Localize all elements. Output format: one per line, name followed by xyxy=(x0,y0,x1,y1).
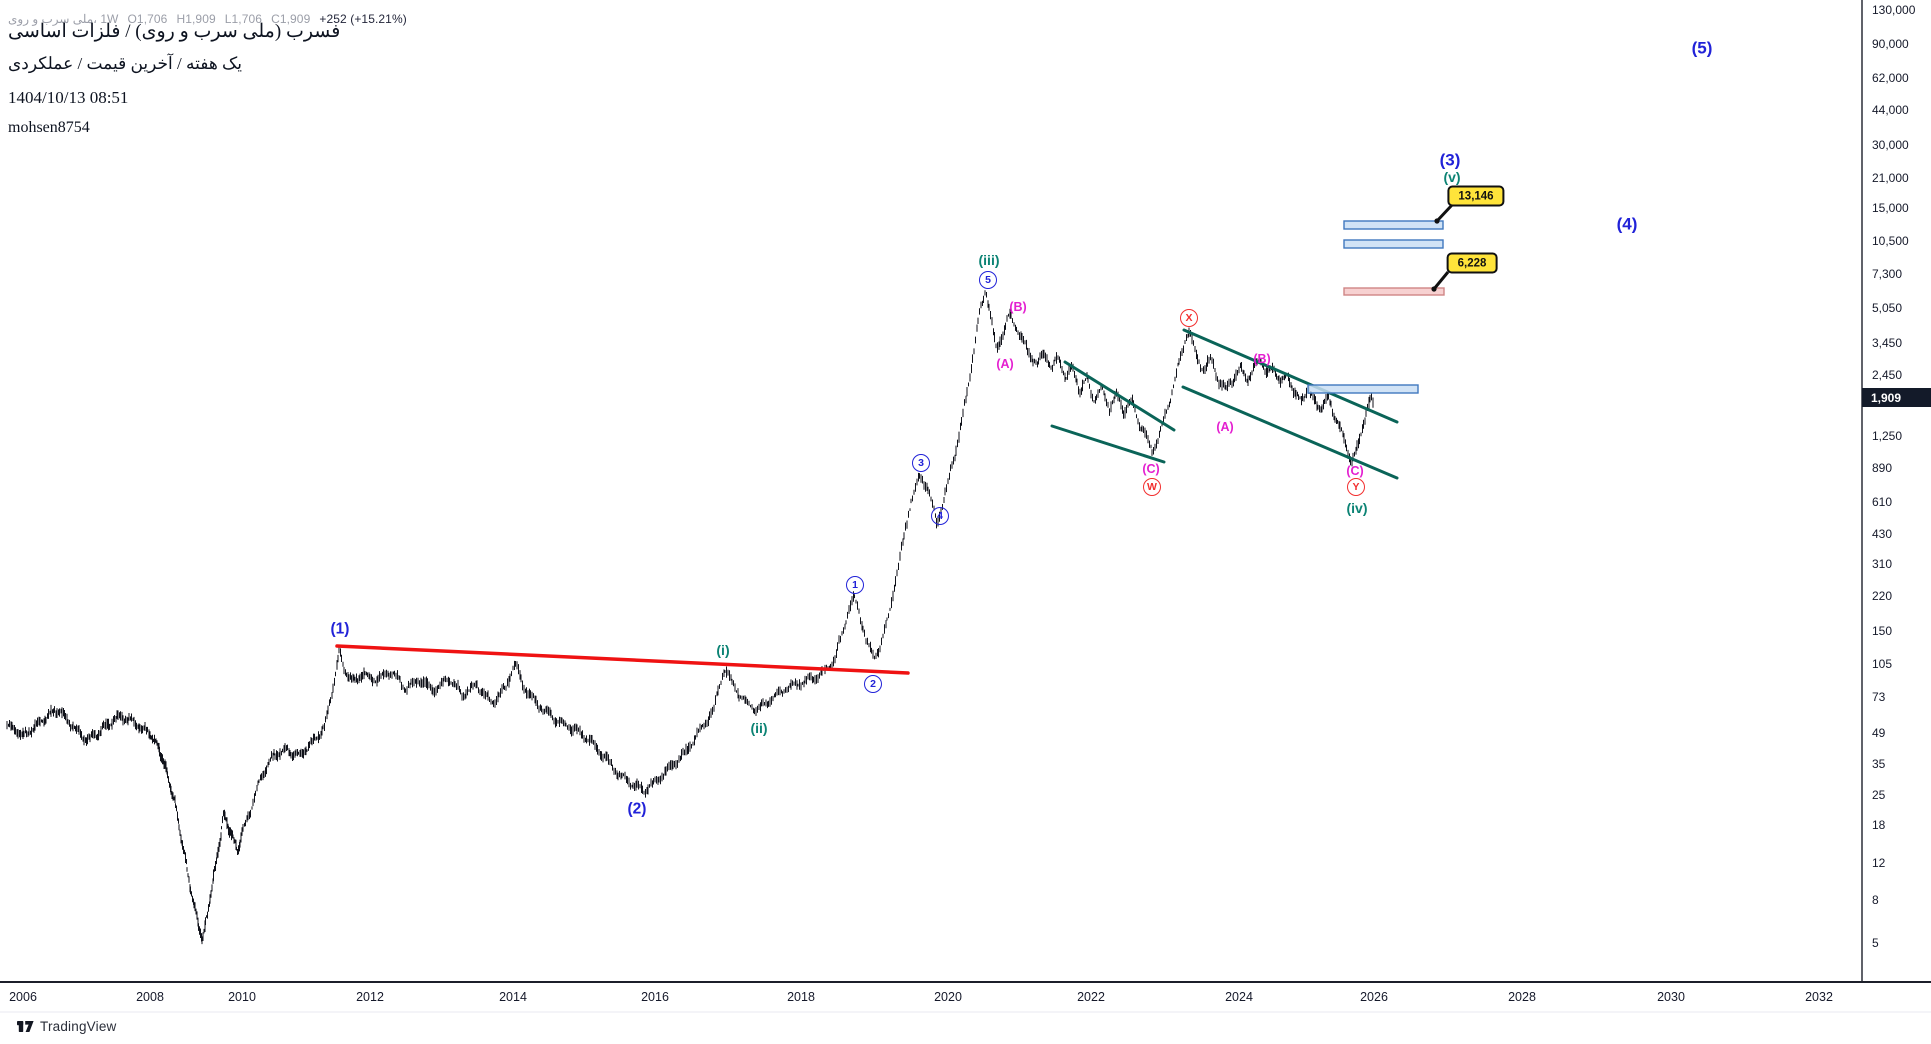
wave-label-5[interactable]: (5) xyxy=(1691,38,1713,58)
price-tick-label: 35 xyxy=(1872,757,1886,772)
price-bars xyxy=(6,290,1374,945)
wave-label-1[interactable]: 1 xyxy=(846,576,864,594)
year-tick-label: 2018 xyxy=(787,990,815,1004)
price-tick-label: 12 xyxy=(1872,855,1886,870)
year-tick-label: 2022 xyxy=(1077,990,1105,1004)
channel-line-1[interactable] xyxy=(1063,360,1176,432)
wave-label-X[interactable]: X xyxy=(1180,309,1198,327)
price-tick-label: 310 xyxy=(1872,557,1893,572)
tradingview-logo-icon xyxy=(17,1021,34,1032)
price-tick-label: 30,000 xyxy=(1872,137,1909,152)
year-tick-label: 2020 xyxy=(934,990,962,1004)
price-callout-1[interactable]: 13,146 xyxy=(1447,185,1505,207)
price-tick-label: 5,050 xyxy=(1872,301,1903,316)
price-tick-label: 150 xyxy=(1872,623,1893,638)
year-tick-label: 2032 xyxy=(1805,990,1833,1004)
wave-label-4[interactable]: (4) xyxy=(1616,214,1638,234)
price-zone-3[interactable] xyxy=(1343,287,1445,296)
price-tick-label: 49 xyxy=(1872,726,1886,741)
price-callout-2[interactable]: 6,228 xyxy=(1446,252,1498,274)
channel-line-2[interactable] xyxy=(1050,424,1166,464)
price-tick-label: 25 xyxy=(1872,788,1886,803)
price-tick-label: 15,000 xyxy=(1872,201,1909,216)
tradingview-logo-text: TradingView xyxy=(40,1019,117,1034)
high-value: H1,909 xyxy=(176,12,216,26)
wave-label-4[interactable]: 4 xyxy=(931,507,949,525)
year-tick-label: 2026 xyxy=(1360,990,1388,1004)
year-tick-label: 2016 xyxy=(641,990,669,1004)
wave-label-C[interactable]: (C) xyxy=(1346,463,1364,478)
channel-line-4[interactable] xyxy=(1181,385,1399,480)
wave-label-A[interactable]: (A) xyxy=(1216,419,1234,434)
open-value: O1,706 xyxy=(127,12,168,26)
price-zone-2[interactable] xyxy=(1343,239,1444,249)
price-tick-label: 44,000 xyxy=(1872,102,1909,117)
price-tick-label: 2,450 xyxy=(1872,367,1903,382)
price-tick-label: 890 xyxy=(1872,460,1893,475)
year-tick-label: 2010 xyxy=(228,990,256,1004)
price-tick-label: 21,000 xyxy=(1872,170,1909,185)
wave-label-W[interactable]: W xyxy=(1143,478,1161,496)
wave-label-v[interactable]: (v) xyxy=(1443,169,1461,185)
callout-tail-1 xyxy=(1435,203,1454,223)
year-tick-label: 2030 xyxy=(1657,990,1685,1004)
red-trendline[interactable] xyxy=(335,644,910,675)
price-zone-4[interactable] xyxy=(1307,384,1419,394)
change-value: +252 (+15.21%) xyxy=(319,12,407,26)
chart-datetime-text[interactable]: 1404/10/13 08:51 xyxy=(8,88,129,107)
wave-label-A[interactable]: (A) xyxy=(996,356,1014,371)
year-tick-label: 2008 xyxy=(136,990,164,1004)
price-tick-label: 73 xyxy=(1872,689,1886,704)
wave-label-3[interactable]: 3 xyxy=(912,454,930,472)
callout-anchor-dot-2 xyxy=(1431,286,1437,292)
price-tick-label: 7,300 xyxy=(1872,267,1903,282)
wave-label-i[interactable]: (i) xyxy=(716,642,730,658)
price-tick-label: 1,250 xyxy=(1872,429,1903,444)
wave-label-ii[interactable]: (ii) xyxy=(750,720,768,736)
year-tick-label: 2014 xyxy=(499,990,527,1004)
tradingview-logo[interactable]: TradingView xyxy=(17,1019,117,1034)
close-value: C1,909 xyxy=(271,12,311,26)
price-tick-label: 3,450 xyxy=(1872,336,1903,351)
wave-label-Y[interactable]: Y xyxy=(1347,478,1365,496)
year-tick-label: 2028 xyxy=(1508,990,1536,1004)
price-tick-label: 10,500 xyxy=(1872,234,1909,249)
last-price-label: 1,909 xyxy=(1862,388,1931,407)
price-tick-label: 18 xyxy=(1872,818,1886,833)
wave-label-1[interactable]: (1) xyxy=(330,620,350,638)
wave-label-C[interactable]: (C) xyxy=(1142,461,1160,476)
price-tick-label: 62,000 xyxy=(1872,71,1909,86)
channel-line-3[interactable] xyxy=(1182,328,1399,424)
price-tick-label: 8 xyxy=(1872,892,1879,907)
price-tick-label: 105 xyxy=(1872,656,1893,671)
price-tick-label: 430 xyxy=(1872,527,1893,542)
year-tick-label: 2006 xyxy=(9,990,37,1004)
year-tick-label: 2024 xyxy=(1225,990,1253,1004)
wave-label-iii[interactable]: (iii) xyxy=(978,252,1000,268)
symbol-name[interactable]: ملی سرب و روی، 1W xyxy=(8,12,119,26)
price-tick-label: 5 xyxy=(1872,935,1879,950)
wave-label-B[interactable]: (B) xyxy=(1009,299,1027,314)
chart-username-text[interactable]: mohsen8754 xyxy=(8,119,90,136)
wave-label-B[interactable]: (B) xyxy=(1253,351,1271,366)
wave-label-3[interactable]: (3) xyxy=(1439,150,1461,170)
wave-label-iv[interactable]: (iv) xyxy=(1346,500,1368,516)
wave-label-2[interactable]: (2) xyxy=(627,800,647,818)
price-tick-label: 610 xyxy=(1872,495,1893,510)
low-value: L1,706 xyxy=(224,12,263,26)
wave-label-5[interactable]: 5 xyxy=(979,271,997,289)
wave-label-2[interactable]: 2 xyxy=(864,675,882,693)
price-tick-label: 90,000 xyxy=(1872,37,1909,51)
callout-tail-2 xyxy=(1432,271,1450,290)
year-tick-label: 2012 xyxy=(356,990,384,1004)
price-zone-1[interactable] xyxy=(1343,220,1444,230)
chart-title-text[interactable]: فسرب (ملی سرب و روی) / فلزات اساسی xyxy=(8,21,341,42)
price-tick-label: 130,000 xyxy=(1872,3,1916,18)
symbol-legend-row: ملی سرب و روی، 1W O1,706 H1,909 L1,706 C… xyxy=(8,12,407,26)
chart-subtitle-text[interactable]: یک هفته / آخرین قیمت / عملکردی xyxy=(8,54,243,73)
callout-anchor-dot-1 xyxy=(1434,218,1440,224)
price-tick-label: 220 xyxy=(1872,588,1893,603)
